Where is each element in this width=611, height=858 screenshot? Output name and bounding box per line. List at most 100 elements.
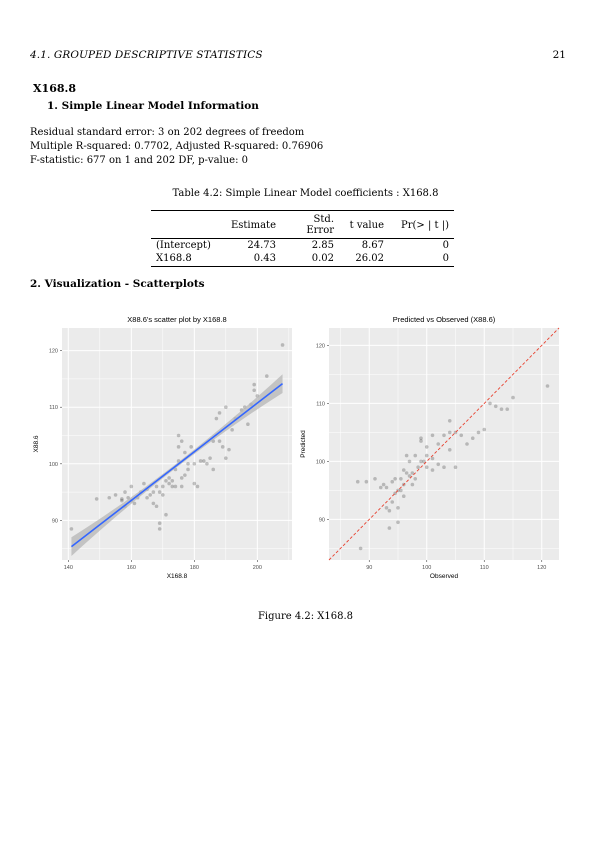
data-point [396, 506, 400, 510]
data-point [413, 477, 418, 481]
data-point [151, 490, 156, 494]
data-point [447, 448, 452, 452]
data-point [107, 495, 112, 500]
y-tick-label: 110 [316, 401, 325, 407]
table-header-cell: Pr(> | t |) [389, 210, 454, 239]
model-info-line: F-statistic: 677 on 1 and 202 DF, p-valu… [30, 155, 249, 166]
data-point [183, 450, 187, 455]
y-axis-label: X88.6 [33, 435, 40, 452]
data-point [161, 493, 165, 497]
data-point [384, 506, 389, 510]
data-point [113, 493, 118, 497]
data-point [407, 459, 412, 464]
x-tick-label: 100 [422, 565, 431, 571]
data-point [198, 459, 203, 463]
model-info-text: Residual standard error: 3 on 202 degree… [30, 126, 323, 168]
data-point [511, 395, 515, 400]
scatter-plot-x168: 140 160 180 200 90 100 110 120 X88.6's scatter p… [33, 315, 292, 580]
table-header-cell: Std. Error [281, 210, 339, 239]
data-point [422, 459, 426, 464]
table-cell: 0.02 [311, 253, 334, 264]
data-point [157, 527, 162, 531]
data-point [132, 501, 137, 506]
data-point [224, 405, 228, 410]
data-point [436, 462, 441, 467]
data-point [264, 374, 269, 378]
table-caption: Table 4.2: Simple Linear Model coefficie… [172, 188, 439, 199]
table-cell: 8.67 [361, 240, 384, 251]
data-point [192, 462, 197, 466]
data-point [120, 498, 124, 503]
data-point [252, 388, 256, 393]
data-point [205, 462, 209, 466]
data-point [217, 439, 222, 443]
running-header-section: 4.1. GROUPED DESCRIPTIVE STATISTICS [30, 49, 263, 61]
data-point [201, 459, 206, 463]
data-point [227, 447, 231, 452]
data-point [129, 484, 134, 489]
data-point [164, 478, 168, 483]
data-point [364, 479, 369, 484]
data-point [410, 471, 415, 475]
data-point [390, 479, 395, 484]
y-tick-label: 120 [49, 349, 58, 355]
data-point [442, 465, 446, 469]
table-header-cell [151, 210, 221, 239]
x-axis-label: Observed [430, 573, 459, 580]
data-point [381, 482, 386, 487]
data-point [214, 416, 219, 421]
data-point [488, 401, 492, 406]
x-tick-label: 200 [253, 565, 262, 571]
data-point [476, 430, 481, 435]
data-point [167, 476, 171, 480]
data-point [94, 497, 99, 501]
data-point [186, 462, 190, 466]
table-cell: 0.43 [253, 253, 276, 264]
data-point [179, 439, 184, 443]
data-point [505, 407, 510, 411]
subsection-model-info: 1. Simple Linear Model Information [47, 100, 259, 112]
y-tick-label: 100 [316, 459, 325, 465]
data-point [179, 484, 184, 489]
data-point [404, 471, 409, 475]
data-point [217, 411, 222, 415]
data-point [424, 445, 429, 449]
data-point [161, 484, 165, 489]
data-point [195, 484, 200, 489]
y-tick-label: 90 [52, 518, 58, 524]
data-point [419, 459, 423, 464]
data-point [413, 453, 418, 458]
data-point [170, 478, 175, 483]
data-point [192, 481, 197, 486]
data-point [424, 465, 429, 469]
y-tick-label: 110 [49, 405, 58, 411]
data-point [453, 465, 458, 469]
data-point [424, 453, 429, 458]
data-point [69, 527, 74, 531]
table-header-cell: t value [339, 210, 389, 239]
reference-line [328, 327, 560, 561]
data-point [399, 477, 403, 481]
section-title: X168.8 [33, 82, 76, 95]
data-point [442, 433, 446, 438]
y-tick-label: 100 [49, 462, 58, 468]
predicted-vs-observed-plot: 90 100 110 120 90 100 110 120 Predicted vs Obser… [300, 315, 560, 580]
data-point [410, 482, 415, 487]
table-cell: 2.85 [311, 240, 334, 251]
page-number: 21 [552, 49, 566, 61]
data-point [173, 484, 178, 489]
data-point [186, 467, 190, 472]
y-tick-label: 120 [316, 343, 325, 349]
data-point [399, 488, 403, 493]
data-point [390, 500, 395, 504]
data-point [470, 436, 475, 440]
data-point [373, 477, 377, 481]
data-point [499, 407, 504, 411]
data-point [176, 433, 181, 438]
data-point [447, 419, 452, 423]
table-cell: 0 [442, 253, 449, 264]
data-point [401, 494, 406, 498]
table-row: X168.8 0.43 0.02 26.02 0 [151, 252, 454, 267]
data-point [436, 442, 441, 446]
data-point [211, 467, 216, 472]
